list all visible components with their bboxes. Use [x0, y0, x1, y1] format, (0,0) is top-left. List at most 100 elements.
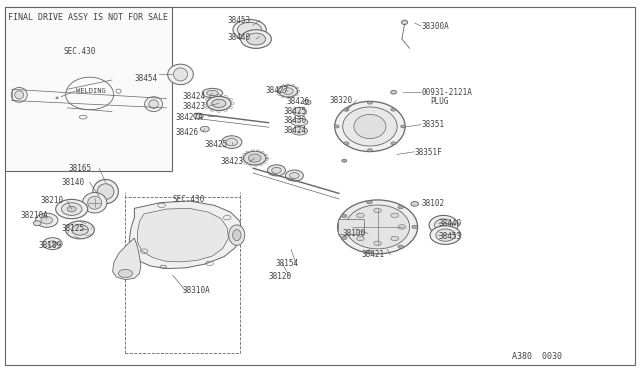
Text: 38430: 38430	[284, 116, 307, 125]
Ellipse shape	[93, 179, 118, 204]
Text: 38425: 38425	[284, 107, 307, 116]
Text: 38427A: 38427A	[176, 113, 204, 122]
Text: 38426: 38426	[287, 97, 310, 106]
Ellipse shape	[97, 184, 114, 199]
Ellipse shape	[35, 213, 58, 227]
Ellipse shape	[88, 196, 102, 209]
Ellipse shape	[346, 220, 364, 232]
Ellipse shape	[292, 127, 308, 135]
Ellipse shape	[367, 250, 372, 253]
Text: 38189: 38189	[38, 241, 61, 250]
Ellipse shape	[148, 100, 159, 109]
Ellipse shape	[283, 88, 293, 94]
Ellipse shape	[401, 125, 406, 128]
Ellipse shape	[168, 64, 193, 84]
Bar	[338, 219, 364, 234]
Text: 38351: 38351	[421, 120, 444, 129]
Ellipse shape	[398, 245, 404, 248]
Text: A380  0030: A380 0030	[512, 352, 562, 361]
Ellipse shape	[292, 107, 307, 116]
Ellipse shape	[43, 238, 62, 250]
Ellipse shape	[237, 22, 262, 37]
Ellipse shape	[411, 201, 419, 206]
Bar	[125, 197, 240, 353]
Ellipse shape	[398, 225, 406, 229]
Ellipse shape	[56, 199, 88, 219]
Text: 38425: 38425	[205, 140, 228, 149]
Ellipse shape	[430, 226, 461, 244]
Ellipse shape	[118, 269, 132, 278]
Text: FINAL DRIVE ASSY IS NOT FOR SALE: FINAL DRIVE ASSY IS NOT FOR SALE	[8, 13, 168, 22]
Text: 38300A: 38300A	[421, 22, 449, 31]
Ellipse shape	[367, 101, 372, 104]
Ellipse shape	[221, 136, 242, 148]
Ellipse shape	[278, 85, 298, 97]
Text: SEC.430: SEC.430	[173, 195, 205, 204]
Ellipse shape	[193, 113, 204, 119]
Text: 38351F: 38351F	[415, 148, 442, 157]
Ellipse shape	[272, 167, 282, 173]
Text: 38421: 38421	[362, 250, 385, 259]
Text: 38454: 38454	[134, 74, 157, 83]
Text: 38100: 38100	[342, 229, 365, 238]
Bar	[5, 7, 172, 171]
Text: 38453: 38453	[438, 232, 461, 241]
Ellipse shape	[391, 108, 396, 111]
Ellipse shape	[207, 96, 231, 110]
Ellipse shape	[374, 241, 381, 246]
Ellipse shape	[83, 193, 107, 213]
Text: 38427: 38427	[266, 86, 289, 95]
Ellipse shape	[229, 225, 245, 246]
Text: 38440: 38440	[227, 33, 250, 42]
Text: 38440: 38440	[438, 219, 461, 228]
Ellipse shape	[390, 90, 397, 94]
Ellipse shape	[61, 203, 82, 215]
Ellipse shape	[342, 159, 347, 162]
Polygon shape	[138, 208, 228, 262]
Text: PLUG: PLUG	[430, 97, 449, 106]
Text: SEC.430: SEC.430	[64, 46, 97, 55]
Ellipse shape	[367, 149, 372, 152]
Ellipse shape	[398, 205, 404, 209]
Ellipse shape	[65, 221, 95, 239]
Ellipse shape	[233, 230, 241, 241]
Ellipse shape	[436, 229, 455, 241]
Ellipse shape	[349, 225, 357, 229]
Ellipse shape	[244, 151, 266, 165]
Polygon shape	[113, 238, 141, 280]
Ellipse shape	[401, 20, 408, 25]
Ellipse shape	[344, 108, 349, 111]
Ellipse shape	[391, 236, 399, 241]
Ellipse shape	[343, 107, 397, 146]
Ellipse shape	[291, 118, 308, 126]
Text: 38453: 38453	[227, 16, 250, 25]
Text: 38426: 38426	[176, 128, 199, 137]
Text: WELDING: WELDING	[76, 88, 105, 94]
Ellipse shape	[15, 91, 24, 99]
Ellipse shape	[367, 201, 372, 204]
Ellipse shape	[248, 154, 261, 162]
Text: 38424: 38424	[284, 126, 307, 135]
Text: 00931-2121A: 00931-2121A	[421, 88, 472, 97]
Ellipse shape	[334, 125, 339, 128]
Ellipse shape	[391, 142, 396, 145]
Ellipse shape	[11, 87, 28, 102]
Ellipse shape	[226, 138, 237, 146]
Text: 38125: 38125	[61, 224, 84, 233]
Ellipse shape	[202, 89, 223, 97]
Polygon shape	[129, 201, 242, 269]
Ellipse shape	[268, 165, 285, 176]
Text: 38210A: 38210A	[20, 211, 48, 219]
Text: 38120: 38120	[269, 272, 292, 280]
Text: 38154: 38154	[275, 259, 298, 268]
Ellipse shape	[412, 225, 418, 228]
Ellipse shape	[356, 213, 364, 218]
Ellipse shape	[285, 170, 303, 181]
Ellipse shape	[241, 30, 271, 48]
Ellipse shape	[338, 200, 417, 254]
Text: 38423: 38423	[221, 157, 244, 166]
Ellipse shape	[391, 213, 399, 218]
Ellipse shape	[72, 225, 88, 235]
Ellipse shape	[344, 142, 349, 145]
Ellipse shape	[356, 236, 364, 241]
